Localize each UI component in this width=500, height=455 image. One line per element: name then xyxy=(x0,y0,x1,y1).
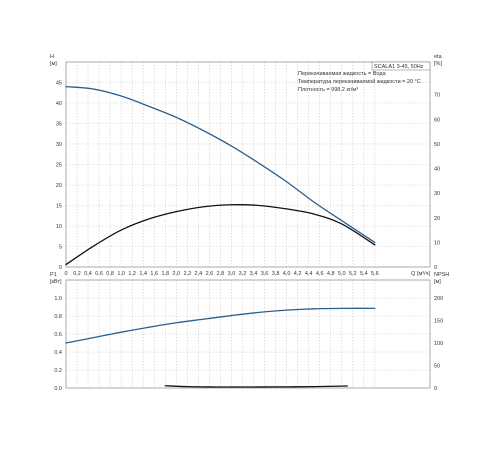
right-axis-tick-label: 10 xyxy=(434,240,440,246)
right-axis-tick-label: 60 xyxy=(434,117,440,123)
x-axis-tick-label: 4,0 xyxy=(283,271,291,277)
x-axis-tick-label: 0,6 xyxy=(95,271,103,277)
x-axis-tick-label: 3,2 xyxy=(239,271,247,277)
x-axis-tick-label: 2,0 xyxy=(172,271,180,277)
x-axis-tick-label: 4,4 xyxy=(305,271,313,277)
left-axis-label: H xyxy=(50,54,54,60)
plot-frame xyxy=(65,279,431,389)
left-axis-tick-label: 0.2 xyxy=(54,368,62,374)
left-axis-tick-label: 0.6 xyxy=(54,332,62,338)
left-axis-tick-label: 30 xyxy=(56,142,62,148)
right-axis-tick-label: 20 xyxy=(434,216,440,222)
x-axis-tick-label: 0,4 xyxy=(84,271,92,277)
right-axis-tick-label: 40 xyxy=(434,167,440,173)
left-axis-tick-label: 35 xyxy=(56,122,62,128)
x-axis-tick-label: 2,2 xyxy=(184,271,192,277)
left-axis-tick-label: 15 xyxy=(56,204,62,210)
left-axis-tick-label: 1.0 xyxy=(54,296,62,302)
x-axis-tick-label: 1,4 xyxy=(139,271,147,277)
x-axis-tick-label: 5,2 xyxy=(349,271,357,277)
x-axis-tick-label: 4,2 xyxy=(294,271,302,277)
left-axis-tick-label: 40 xyxy=(56,101,62,107)
right-axis-tick-label: 50 xyxy=(434,142,440,148)
left-axis-tick-label: 20 xyxy=(56,183,62,189)
x-axis-tick-label: 3,6 xyxy=(261,271,269,277)
right-axis-tick-label: 100 xyxy=(434,341,443,347)
series-line-efficiency xyxy=(65,204,376,266)
left-axis-tick-label: 10 xyxy=(56,224,62,230)
x-axis-tick-label: 0 xyxy=(64,271,67,277)
x-axis-tick-label: 4,6 xyxy=(316,271,324,277)
x-axis-tick-label: 2,4 xyxy=(195,271,203,277)
left-axis-tick-label: 0.4 xyxy=(54,350,62,356)
right-axis-tick-label: 150 xyxy=(434,319,443,325)
left-axis-tick-label: 45 xyxy=(56,81,62,87)
right-axis-unit: [м] xyxy=(434,279,441,285)
right-axis-label: NPSH xyxy=(434,272,449,278)
x-axis-tick-label: 4,8 xyxy=(327,271,335,277)
left-axis-tick-label: 25 xyxy=(56,163,62,169)
right-axis-tick-label: 50 xyxy=(434,364,440,370)
x-axis-tick-label: 5,4 xyxy=(360,271,368,277)
x-axis-tick-label: 3,4 xyxy=(250,271,258,277)
right-axis-label: eta xyxy=(434,54,443,60)
model-title: SCALA1 3-45, 50Hz xyxy=(374,64,424,70)
right-axis-unit: [%] xyxy=(434,61,442,67)
left-axis-tick-label: 0.8 xyxy=(54,314,62,320)
fluid-info-line: Температура перекачиваемой жидкости = 20… xyxy=(298,78,421,85)
x-axis-tick-label: 3,8 xyxy=(272,271,280,277)
left-axis-label: P1 xyxy=(50,272,57,278)
right-axis-tick-label: 30 xyxy=(434,191,440,197)
x-axis-tick-label: 1,6 xyxy=(150,271,158,277)
x-axis-tick-label: 5,0 xyxy=(338,271,346,277)
right-axis-tick-label: 0 xyxy=(434,265,437,271)
fluid-info-line: Перекачиваемая жидкость = Вода xyxy=(298,71,387,77)
right-axis-tick-label: 0 xyxy=(434,386,437,392)
x-axis-tick-label: 1,2 xyxy=(128,271,136,277)
right-axis-tick-label: 200 xyxy=(434,296,443,302)
x-axis-tick-label: 0,8 xyxy=(106,271,114,277)
left-axis-unit: [кВт] xyxy=(50,279,62,285)
x-axis-tick-label: 1,8 xyxy=(161,271,169,277)
series-line-head xyxy=(65,85,376,244)
left-axis-unit: [м] xyxy=(50,61,57,67)
x-axis-tick-label: 2,6 xyxy=(206,271,214,277)
series-line-power-p1 xyxy=(65,307,376,344)
x-axis-tick-label: 5,6 xyxy=(371,271,379,277)
x-axis-label: Q xyxy=(411,271,416,277)
x-axis-tick-label: 3,0 xyxy=(228,271,236,277)
x-axis-tick-label: 0,2 xyxy=(73,271,81,277)
plot-frame xyxy=(65,61,431,268)
model-title-box xyxy=(371,61,431,71)
left-axis-tick-label: 0.0 xyxy=(54,386,62,392)
left-axis-tick-label: 0 xyxy=(59,265,62,271)
x-axis-unit: [м³/ч] xyxy=(417,271,431,277)
left-axis-tick-label: 5 xyxy=(59,245,62,251)
right-axis-tick-label: 70 xyxy=(434,93,440,99)
x-axis-tick-label: 1,0 xyxy=(117,271,125,277)
x-axis-tick-label: 2,8 xyxy=(217,271,225,277)
fluid-info-line: Плотность = 998.2 кг/м³ xyxy=(298,87,358,93)
series-line-npsh xyxy=(164,385,348,388)
